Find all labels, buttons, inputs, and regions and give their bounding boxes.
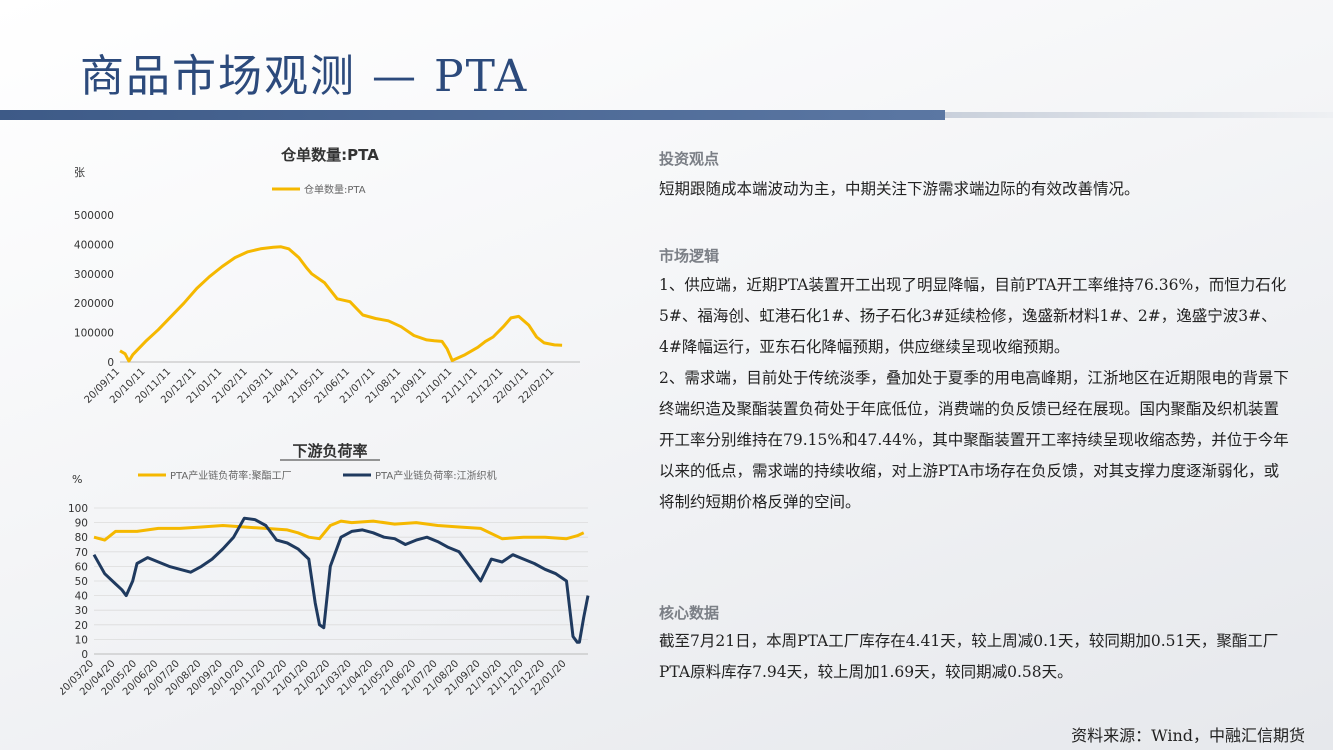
y-tick-label: 0 <box>81 649 88 661</box>
legend-label: PTA产业链负荷率:江浙织机 <box>375 469 497 482</box>
y-tick-label: 80 <box>75 532 88 544</box>
y-axis-unit: 张 <box>74 166 85 179</box>
core-section-title: 核心数据 <box>659 604 720 622</box>
title-underline-fade <box>945 112 1333 118</box>
y-tick-label: 90 <box>75 518 88 530</box>
view-section-title: 投资观点 <box>659 150 720 168</box>
legend-label: PTA产业链负荷率:聚酯工厂 <box>170 469 292 482</box>
warehouse-receipt-chart: 仓单数量:PTA张仓单数量:PTA50000040000030000020000… <box>74 146 580 406</box>
y-tick-label: 300000 <box>74 269 114 281</box>
page-title: 商品市场观测 — PTA <box>80 51 529 102</box>
logic-text-demand: 2、需求端，目前处于传统淡季，叠加处于夏季的用电高峰期，江浙地区在近期限电的背景… <box>659 369 1289 511</box>
y-tick-label: 500000 <box>74 210 114 222</box>
chart-title: 下游负荷率 <box>292 442 367 460</box>
y-tick-label: 10 <box>75 634 88 646</box>
y-tick-label: 70 <box>75 547 88 559</box>
logic-section-title: 市场逻辑 <box>659 247 720 265</box>
y-tick-label: 0 <box>107 357 114 369</box>
y-tick-label: 30 <box>75 605 88 617</box>
y-tick-label: 60 <box>75 561 88 573</box>
series-line <box>92 516 590 644</box>
y-tick-label: 100 <box>68 503 88 515</box>
data-source: 资料来源：Wind，中融汇信期货 <box>1071 726 1305 745</box>
chart-title: 仓单数量:PTA <box>280 146 379 164</box>
y-tick-label: 40 <box>75 591 88 603</box>
series-line <box>93 519 585 542</box>
y-tick-label: 200000 <box>74 298 114 310</box>
y-tick-label: 100000 <box>74 328 114 340</box>
downstream-load-chart: 下游负荷率% PTA产业链负荷率:聚酯工厂 PTA产业链负荷率:江浙织机100908… <box>60 442 590 698</box>
series-line <box>119 245 563 363</box>
y-tick-label: 20 <box>75 620 88 632</box>
logic-text-supply: 1、供应端，近期PTA装置开工出现了明显降幅，目前PTA开工率维持76.36%，… <box>659 276 1287 356</box>
y-tick-label: 50 <box>75 576 88 588</box>
view-text: 短期跟随成本端波动为主，中期关注下游需求端边际的有效改善情况。 <box>659 180 1140 198</box>
core-text: 截至7月21日，本周PTA工厂库存在4.41天，较上周减0.1天，较同期加0.5… <box>659 632 1279 681</box>
y-tick-label: 400000 <box>74 239 114 251</box>
title-underline <box>0 110 945 120</box>
legend-label: 仓单数量:PTA <box>304 183 366 196</box>
y-axis-unit: % <box>72 473 82 486</box>
